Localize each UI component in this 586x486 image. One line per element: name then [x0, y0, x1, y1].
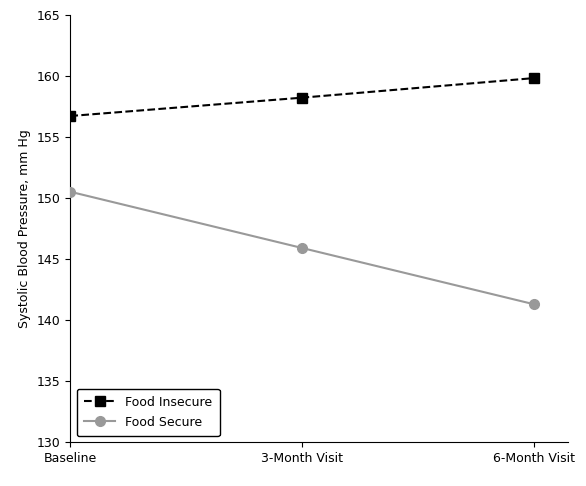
- Legend: Food Insecure, Food Secure: Food Insecure, Food Secure: [77, 389, 220, 436]
- Line: Food Secure: Food Secure: [66, 187, 539, 309]
- Food Insecure: [530, 75, 537, 81]
- Food Secure: [298, 245, 305, 251]
- Food Secure: [530, 301, 537, 307]
- Food Insecure: [298, 95, 305, 101]
- Food Secure: [67, 189, 74, 195]
- Y-axis label: Systolic Blood Pressure, mm Hg: Systolic Blood Pressure, mm Hg: [18, 129, 31, 328]
- Food Insecure: [67, 113, 74, 119]
- Line: Food Insecure: Food Insecure: [66, 73, 539, 121]
